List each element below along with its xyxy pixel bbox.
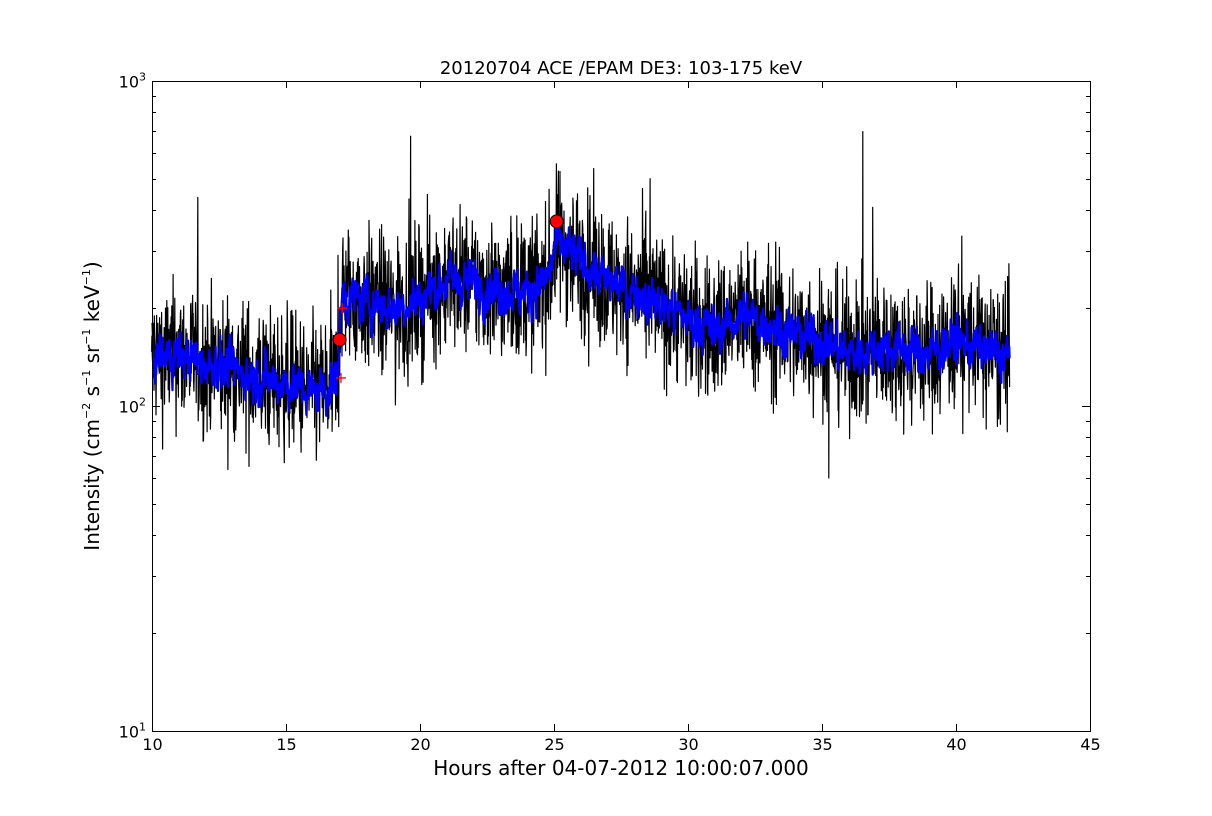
- y-label-mid3: keV: [80, 285, 104, 329]
- x-tick-label: 25: [544, 735, 564, 754]
- y-tick-base: 10: [119, 398, 139, 417]
- y-tick-exp: 2: [139, 396, 146, 409]
- x-tick-label: 15: [276, 735, 296, 754]
- x-tick-label: 40: [946, 735, 966, 754]
- y-tick-base: 10: [119, 723, 139, 742]
- cross-marker-1: [337, 303, 348, 314]
- x-tick-label: 45: [1080, 735, 1100, 754]
- y-tick-label: 103: [119, 71, 146, 92]
- series-line-raw: [151, 131, 1011, 479]
- y-tick-label: 101: [119, 721, 146, 742]
- x-tick-label: 20: [410, 735, 430, 754]
- y-tick-base: 10: [119, 73, 139, 92]
- y-label-exp3: −1: [80, 329, 93, 345]
- chart-title: 20120704 ACE /EPAM DE3: 103-175 keV: [440, 58, 803, 79]
- y-label-mid1: s: [80, 386, 104, 403]
- series-line-smoothed: [150, 216, 1011, 417]
- y-label-exp1: −2: [80, 403, 93, 419]
- x-tick-label: 30: [678, 735, 698, 754]
- y-label-exp2: −1: [80, 370, 93, 386]
- y-label-exp4: −1: [80, 269, 93, 285]
- y-tick-label: 102: [119, 396, 146, 417]
- cross-marker-2: [335, 372, 346, 383]
- marker-point-1: [332, 332, 347, 347]
- data-layer: [150, 131, 1011, 479]
- y-tick-exp: 3: [139, 71, 146, 84]
- marker-point-2: [549, 214, 564, 229]
- x-tick-label: 35: [812, 735, 832, 754]
- y-label-suffix: ): [80, 261, 104, 269]
- y-label-prefix: Intensity (cm: [80, 419, 104, 551]
- y-axis-label: Intensity (cm−2 s−1 sr−1 keV−1): [80, 261, 104, 550]
- y-label-mid2: sr: [80, 344, 104, 370]
- x-axis-label: Hours after 04-07-2012 10:00:07.000: [433, 756, 809, 780]
- x-tick-label: 10: [142, 735, 162, 754]
- y-tick-exp: 1: [139, 721, 146, 734]
